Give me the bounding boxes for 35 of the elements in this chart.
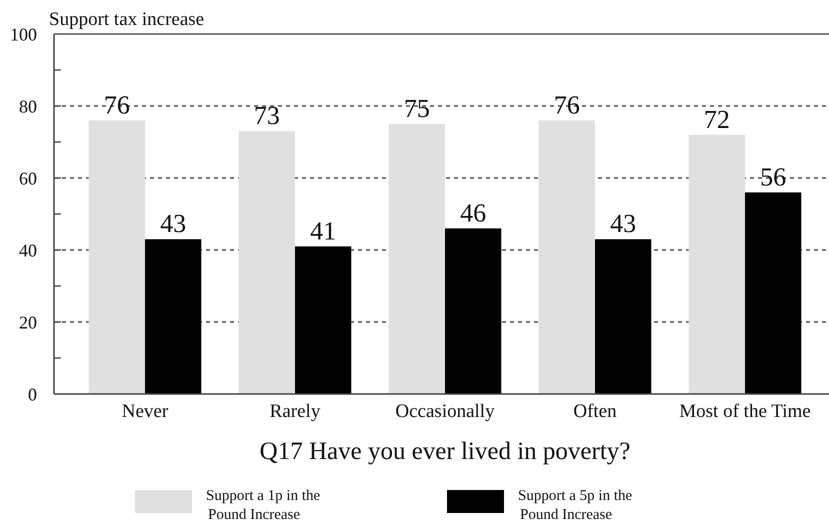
data-label: 76: [554, 90, 580, 120]
x-tick-label: Never: [122, 401, 169, 422]
bar: [445, 228, 502, 394]
x-tick-label: Occasionally: [395, 401, 496, 422]
y-tick-label: 100: [10, 24, 37, 44]
x-tick-label: Often: [573, 401, 618, 422]
data-label: 43: [160, 209, 186, 238]
x-tick-label: Most of the Time: [679, 401, 811, 422]
y-axis-title: Support tax increase: [49, 9, 204, 30]
y-tick-label: 60: [19, 168, 37, 188]
data-label: 76: [104, 90, 130, 120]
bar: [538, 120, 595, 394]
data-label: 72: [704, 104, 730, 134]
bar: [688, 134, 745, 394]
bar: [145, 239, 202, 394]
x-axis-title: Q17 Have you ever lived in poverty?: [260, 438, 630, 465]
data-label: 75: [404, 94, 430, 123]
data-label: 56: [760, 162, 786, 192]
data-label: 43: [610, 209, 636, 238]
y-tick-label: 80: [19, 96, 37, 116]
bar: [88, 120, 145, 394]
legend-label: Support a 1p in the Pound Increase: [206, 488, 320, 521]
legend-label: Support a 5p in the Pound Increase: [518, 488, 632, 521]
y-tick-label: 0: [28, 384, 37, 404]
y-tick-label: 20: [19, 312, 37, 332]
bar: [238, 131, 295, 394]
data-label: 41: [310, 216, 336, 246]
y-tick-label: 40: [19, 240, 37, 260]
bar: [595, 239, 652, 394]
x-tick-label: Rarely: [270, 401, 321, 422]
data-label: 73: [254, 101, 280, 130]
bar: [745, 192, 802, 394]
data-label: 46: [460, 198, 486, 228]
bar: [295, 246, 352, 394]
bar: [388, 124, 445, 394]
